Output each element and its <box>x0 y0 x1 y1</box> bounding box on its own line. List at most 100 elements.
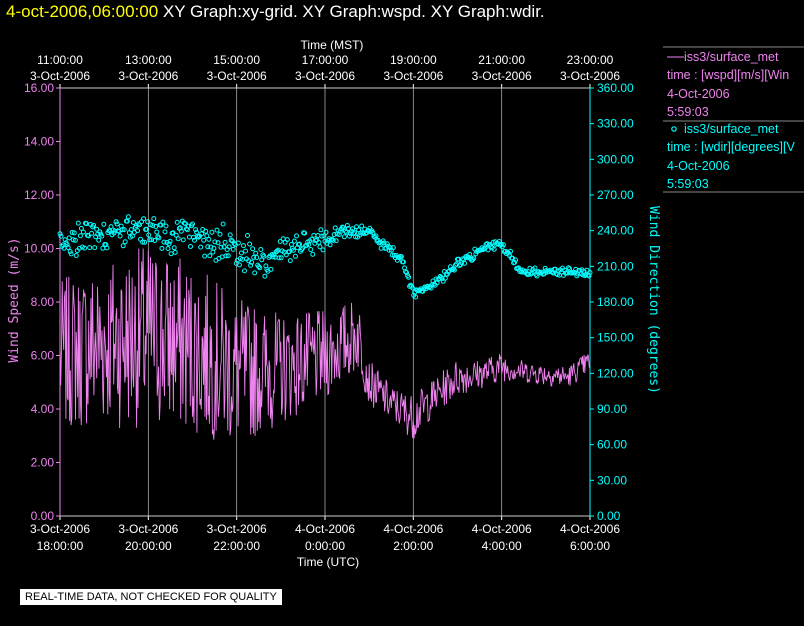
wdir-point <box>286 249 292 255</box>
wdir-point <box>308 247 314 252</box>
wdir-point <box>238 250 244 256</box>
wdir-point <box>190 221 195 227</box>
x-bottom-tick-time: 2:00:00 <box>393 539 433 553</box>
wdir-point <box>129 233 135 239</box>
wdir-point <box>82 245 87 251</box>
wdir-point <box>70 237 76 243</box>
wdir-point <box>302 230 308 236</box>
wdir-point <box>249 259 255 265</box>
wdir-point <box>166 241 172 247</box>
x-top-tick-date: 3-Oct-2006 <box>207 69 267 83</box>
wdir-point <box>140 239 146 245</box>
y-right-tick-label: 120.00 <box>597 366 634 380</box>
wdir-point <box>135 228 140 234</box>
wdir-point <box>196 234 202 240</box>
wdir-point <box>350 226 355 232</box>
x-top-tick-time: 11:00:00 <box>37 53 83 67</box>
wdir-point <box>65 245 71 250</box>
wdir-point <box>254 255 260 260</box>
wdir-point <box>332 225 338 231</box>
wdir-point <box>333 238 339 244</box>
wdir-point <box>146 232 152 238</box>
wdir-point <box>420 288 426 294</box>
wdir-point <box>198 244 204 250</box>
wdir-point <box>175 236 181 242</box>
wdir-point <box>220 221 226 227</box>
wdir-point <box>546 269 552 274</box>
wdir-point <box>252 270 258 276</box>
y-right-tick-label: 240.00 <box>597 224 634 238</box>
wdir-point <box>201 237 207 243</box>
wdir-point <box>337 229 343 235</box>
y-right-tick-label: 0.00 <box>597 509 621 523</box>
y-left-tick-label: 2.00 <box>31 456 55 470</box>
y-right-tick-label: 330.00 <box>597 117 634 131</box>
wdir-point <box>89 230 95 236</box>
wdir-point <box>69 230 75 235</box>
legend-wdir-variable: time : [wdir][degrees][V <box>667 140 795 154</box>
y-right-tick-label: 210.00 <box>597 259 634 273</box>
wdir-point <box>450 266 456 272</box>
y-left-tick-label: 0.00 <box>31 509 55 523</box>
wdir-point <box>251 254 257 260</box>
wdir-point <box>221 244 227 250</box>
wdir-point <box>151 216 157 222</box>
wdir-point <box>336 232 342 237</box>
wdir-point <box>567 266 573 272</box>
wdir-point <box>534 273 540 279</box>
wdir-point <box>320 247 326 253</box>
legend-wdir-name: iss3/surface_met <box>684 122 779 136</box>
wdir-point <box>203 228 209 234</box>
wdir-point <box>277 239 283 244</box>
wdir-point <box>297 241 302 247</box>
wdir-point <box>124 218 130 224</box>
wdir-point <box>205 244 211 250</box>
wdir-point <box>206 236 212 242</box>
wdir-point <box>378 245 384 251</box>
wdir-point <box>343 229 349 235</box>
wdir-point <box>310 251 316 257</box>
wdir-point <box>379 240 385 246</box>
x-bottom-tick-date: 4-Oct-2006 <box>295 522 355 536</box>
timestamp: 4-oct-2006,06:00:00 <box>6 2 159 21</box>
x-bottom-tick-time: 18:00:00 <box>37 539 84 553</box>
wdir-point <box>347 233 352 239</box>
wdir-point <box>215 240 221 246</box>
wdir-point <box>406 274 412 280</box>
wdir-point <box>500 242 506 248</box>
grid-lines <box>147 88 503 516</box>
x-top-tick-date: 3-Oct-2006 <box>295 69 355 83</box>
wdir-point <box>256 264 262 270</box>
wdir-point <box>504 249 510 255</box>
wdir-point <box>566 265 572 271</box>
wdir-point <box>167 238 173 244</box>
wdir-point <box>245 233 250 238</box>
wdir-point <box>371 233 377 239</box>
wdir-point <box>161 239 167 245</box>
wdir-point <box>153 224 159 229</box>
wdir-point <box>172 249 178 255</box>
x-top-tick-date: 3-Oct-2006 <box>383 69 443 83</box>
x-top-tick-time: 13:00:00 <box>125 53 172 67</box>
legend-wdir-time: 5:59:03 <box>667 177 709 191</box>
x-bottom-tick-date: 4-Oct-2006 <box>560 522 620 536</box>
wdir-point <box>180 237 186 243</box>
y-right-tick-label: 60.00 <box>597 438 627 452</box>
wdir-point <box>195 233 201 239</box>
wdir-point <box>341 234 347 240</box>
x-bottom-tick-time: 20:00:00 <box>125 539 172 553</box>
wdir-point <box>174 219 180 225</box>
wdir-point <box>226 244 232 250</box>
wdir-point <box>101 221 107 227</box>
wdir-point <box>57 231 63 237</box>
wdir-point <box>77 233 83 239</box>
wdir-point <box>120 243 126 249</box>
x-bottom-tick-date: 4-Oct-2006 <box>472 522 532 536</box>
wdir-point <box>542 265 548 271</box>
x-top-tick-date: 3-Oct-2006 <box>30 69 90 83</box>
wdir-point <box>241 243 246 249</box>
x-top-label: Time (MST) <box>301 38 364 52</box>
wdir-point <box>144 226 150 232</box>
wdir-point <box>214 227 220 233</box>
